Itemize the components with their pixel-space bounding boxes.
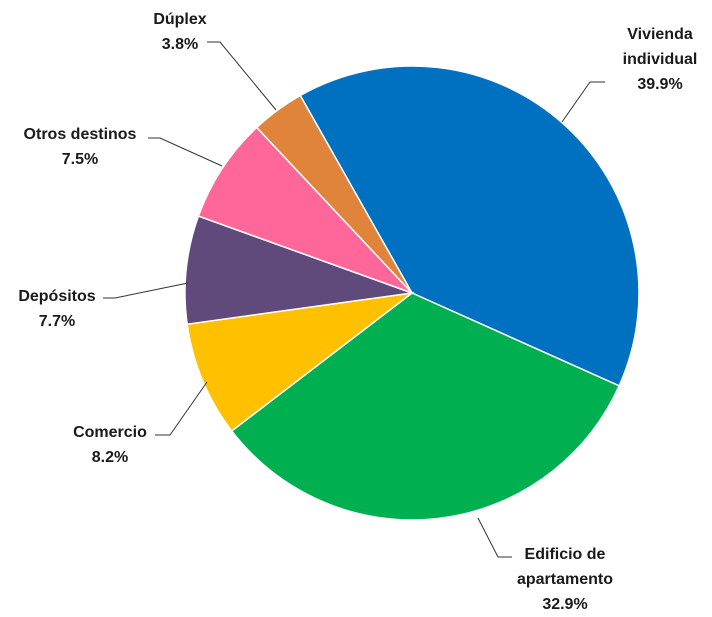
category-label: Dúplex [153, 11, 207, 28]
slice [299, 65, 640, 387]
value-label: 7.7% [38, 313, 76, 330]
leader-line [103, 282, 189, 299]
category-label: Edificio de apartamento [516, 546, 614, 588]
category-label: Vivienda individual [622, 26, 698, 68]
slice [197, 126, 413, 294]
category-label: Comercio [73, 424, 147, 441]
leader-line [561, 81, 605, 123]
value-label: 32.9% [542, 596, 588, 613]
slice [184, 215, 413, 326]
value-label: 3.8% [161, 36, 199, 53]
value-label: 7.5% [61, 151, 99, 168]
slice-label: Depósitos 7.7% [2, 284, 112, 334]
slice-label: Comercio 8.2% [50, 420, 170, 470]
category-label: Depósitos [18, 288, 96, 305]
slice-label: Edificio de apartamento 32.9% [505, 542, 625, 617]
leader-line [148, 137, 223, 167]
value-label: 8.2% [91, 449, 129, 466]
slice [230, 292, 621, 521]
slice [186, 291, 415, 432]
slice-label: Dúplex 3.8% [130, 7, 230, 57]
slice [255, 94, 413, 294]
leader-line [155, 381, 208, 436]
slice-label: Otros destinos 7.5% [10, 122, 150, 172]
leader-line [207, 41, 277, 111]
value-label: 39.9% [637, 76, 683, 93]
leader-line [477, 517, 512, 558]
category-label: Otros destinos [23, 126, 137, 143]
slice-label: Vivienda individual 39.9% [605, 22, 712, 97]
